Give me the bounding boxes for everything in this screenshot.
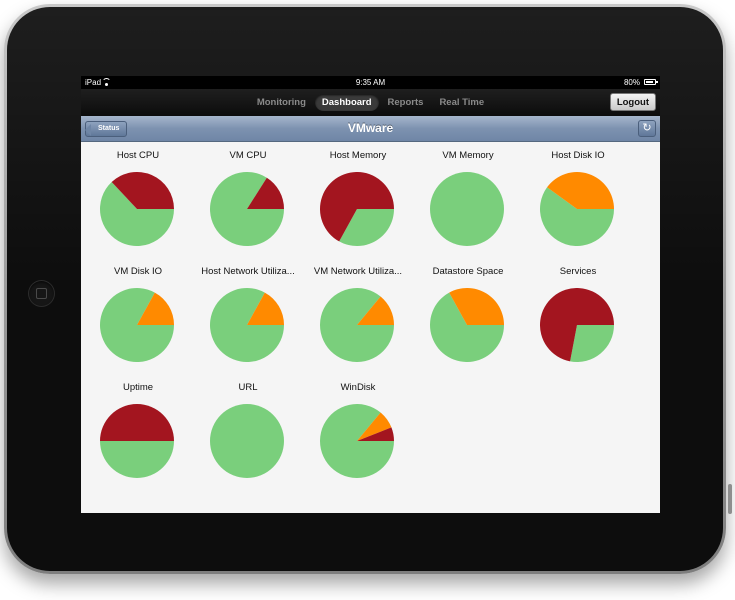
tab-dashboard[interactable]: Dashboard bbox=[314, 94, 379, 111]
pie-slice-ok bbox=[320, 288, 394, 362]
pie-slice-ok bbox=[210, 288, 284, 362]
back-button[interactable]: Status bbox=[85, 121, 128, 137]
refresh-icon: ↻ bbox=[642, 122, 652, 134]
pie-slice-warning bbox=[357, 412, 392, 441]
pie-slice-ok bbox=[430, 172, 504, 246]
pie-chart bbox=[210, 288, 284, 362]
status-bar: iPad 9:35 AM 80% bbox=[81, 76, 660, 89]
battery-percent: 80% bbox=[623, 78, 640, 87]
chart-title: WinDisk bbox=[340, 382, 376, 393]
carrier-label: iPad bbox=[85, 78, 102, 87]
pie-chart bbox=[540, 172, 614, 246]
chart-title: VM CPU bbox=[229, 150, 267, 161]
chart-title: VM Memory bbox=[442, 150, 494, 161]
chart-tile[interactable]: URL bbox=[193, 374, 303, 484]
wifi-icon bbox=[102, 78, 111, 86]
ipad-frame: iPad 9:35 AM 80% Monitoring Dashboard Re… bbox=[4, 4, 732, 574]
chart-title: Uptime bbox=[122, 382, 154, 393]
chart-tile[interactable]: Host Memory bbox=[303, 142, 413, 252]
home-button[interactable] bbox=[28, 280, 55, 307]
chart-tile[interactable]: VM Disk IO bbox=[83, 258, 193, 368]
pie-slice-ok bbox=[100, 441, 174, 478]
chart-title: Datastore Space bbox=[432, 266, 504, 277]
chart-tile[interactable]: VM CPU bbox=[193, 142, 303, 252]
pie-slice-critical bbox=[320, 172, 394, 242]
pie-slice-ok bbox=[320, 404, 394, 478]
title-bar: Status VMware ↻ bbox=[81, 116, 660, 142]
screen: iPad 9:35 AM 80% Monitoring Dashboard Re… bbox=[81, 76, 660, 513]
chart-tile[interactable]: Host CPU bbox=[83, 142, 193, 252]
pie-slice-ok bbox=[339, 209, 394, 246]
chart-tile[interactable]: VM Memory bbox=[413, 142, 523, 252]
pie-slice-warning bbox=[137, 292, 174, 325]
chart-tile[interactable]: VM Network Utiliza... bbox=[303, 258, 413, 368]
pie-slice-critical bbox=[100, 404, 174, 441]
chart-tile[interactable]: Host Network Utiliza... bbox=[193, 258, 303, 368]
pie-slice-critical bbox=[247, 177, 284, 209]
chart-title: Host CPU bbox=[116, 150, 160, 161]
pie-slice-ok bbox=[210, 172, 284, 246]
pie-slice-critical bbox=[111, 172, 174, 209]
pie-chart bbox=[430, 172, 504, 246]
pie-slice-warning bbox=[247, 292, 284, 325]
pie-slice-ok bbox=[430, 292, 504, 362]
chart-tile[interactable]: Datastore Space bbox=[413, 258, 523, 368]
top-nav: Monitoring Dashboard Reports Real Time L… bbox=[81, 89, 660, 116]
chart-tile[interactable]: Services bbox=[523, 258, 633, 368]
tab-monitoring[interactable]: Monitoring bbox=[256, 97, 306, 108]
chart-title: VM Disk IO bbox=[113, 266, 163, 277]
chart-tile[interactable]: WinDisk bbox=[303, 374, 413, 484]
tab-bar: Monitoring Dashboard Reports Real Time bbox=[81, 89, 660, 116]
pie-slice-ok bbox=[100, 288, 174, 362]
pie-chart-grid: Host CPU VM CPU Host Memory VM Memory Host D… bbox=[81, 142, 660, 513]
refresh-button[interactable]: ↻ bbox=[638, 120, 656, 137]
pie-chart bbox=[210, 172, 284, 246]
side-switch bbox=[728, 484, 732, 514]
pie-slice-critical bbox=[540, 288, 614, 362]
pie-chart bbox=[430, 288, 504, 362]
pie-slice-warning bbox=[357, 296, 394, 325]
chart-title: Host Disk IO bbox=[551, 150, 605, 161]
chart-title: Host Memory bbox=[329, 150, 387, 161]
page-title: VMware bbox=[347, 121, 394, 135]
pie-slice-ok bbox=[540, 187, 614, 246]
chart-tile[interactable]: Uptime bbox=[83, 374, 193, 484]
chart-title: VM Network Utiliza... bbox=[313, 266, 403, 277]
pie-chart bbox=[100, 288, 174, 362]
chart-title: URL bbox=[238, 382, 258, 393]
pie-chart bbox=[320, 404, 394, 478]
pie-chart bbox=[320, 172, 394, 246]
pie-slice-critical bbox=[357, 427, 394, 441]
logout-button[interactable]: Logout bbox=[609, 93, 656, 111]
pie-slice-ok bbox=[210, 404, 284, 478]
pie-slice-ok bbox=[100, 182, 174, 246]
pie-chart bbox=[320, 288, 394, 362]
pie-slice-warning bbox=[449, 288, 504, 325]
chart-tile[interactable]: Host Disk IO bbox=[523, 142, 633, 252]
tab-real-time[interactable]: Real Time bbox=[439, 97, 485, 108]
chart-title: Services bbox=[559, 266, 597, 277]
battery-icon bbox=[644, 79, 658, 85]
pie-chart bbox=[540, 288, 614, 362]
pie-slice-ok bbox=[570, 325, 614, 362]
pie-chart bbox=[100, 172, 174, 246]
clock: 9:35 AM bbox=[355, 78, 386, 87]
pie-slice-warning bbox=[547, 172, 614, 209]
tab-reports[interactable]: Reports bbox=[387, 97, 424, 108]
chart-title: Host Network Utiliza... bbox=[201, 266, 295, 277]
pie-chart bbox=[210, 404, 284, 478]
pie-chart bbox=[100, 404, 174, 478]
